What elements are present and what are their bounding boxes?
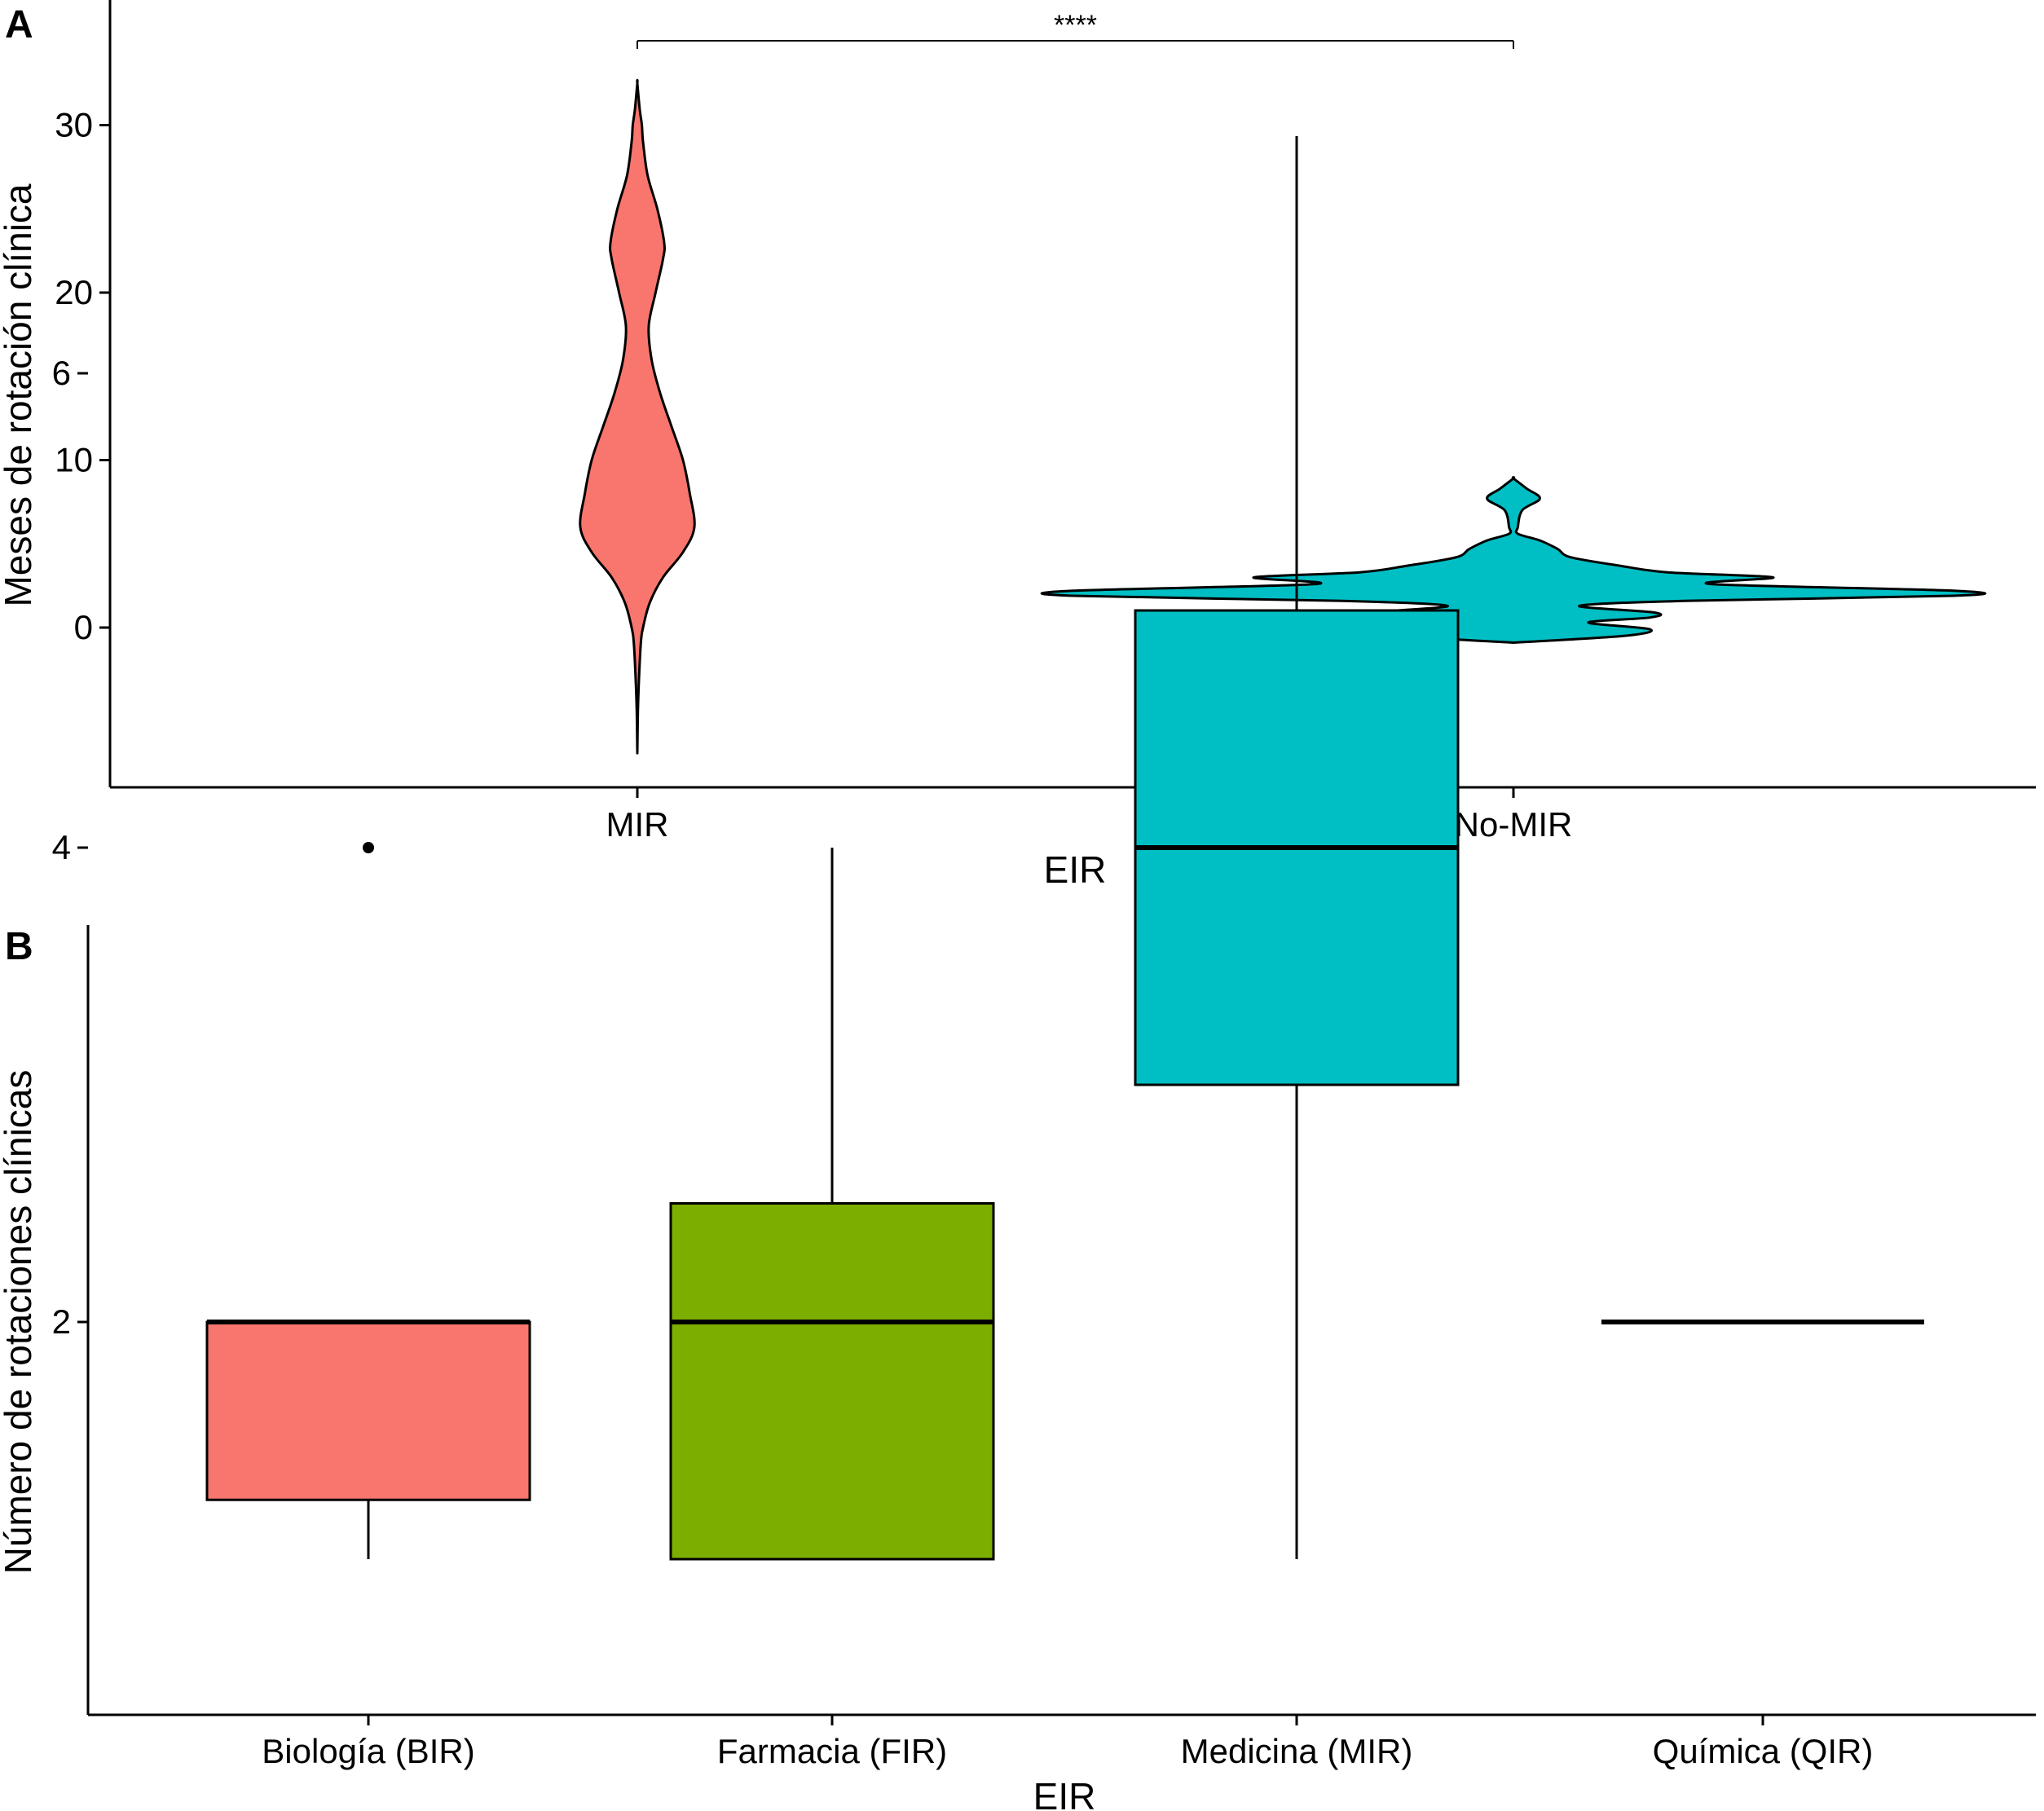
panel-a-y-title: Meses de rotación clínica — [0, 183, 39, 606]
y-tick-label: 6 — [52, 354, 71, 392]
panel-a: A 0 10 20 30 MIR No-MIR **** EIR Meses de ro… — [0, 0, 2036, 891]
outlier-point — [363, 842, 374, 853]
significance-label: **** — [1054, 10, 1097, 41]
x-tick-label-biolog-a-bir: Biología (BIR) — [262, 1732, 474, 1770]
y-tick-label: 30 — [55, 106, 93, 144]
violin-no-mir — [1040, 476, 1987, 644]
panel-b-x-title: EIR — [1033, 1775, 1096, 1811]
box-biolog-a-bir — [205, 842, 531, 1559]
panel-a-x-ticks: MIR No-MIR — [606, 787, 1573, 844]
y-tick-label: 0 — [74, 608, 93, 646]
violin-mir — [579, 78, 696, 755]
y-tick-label: 10 — [55, 441, 93, 479]
x-tick-label-no-mir: No-MIR — [1455, 805, 1573, 844]
panel-b-y-ticks: 2 4 6 — [52, 354, 88, 1341]
panel-b-y-title: Número de rotaciones clínicas — [0, 1070, 39, 1575]
significance-bracket: **** — [637, 10, 1514, 49]
x-tick-label-farmacia-fir: Farmacia (FIR) — [717, 1732, 947, 1770]
iqr-box — [205, 1320, 531, 1501]
y-tick-label: 20 — [55, 273, 93, 311]
panel-b-x-ticks: Biología (BIR) Farmacia (FIR) Medicina (MI… — [262, 1715, 1873, 1770]
y-tick-label: 4 — [52, 828, 71, 866]
panel-a-violins — [579, 78, 1987, 755]
x-tick-label-qu-mica-qir: Química (QIR) — [1653, 1732, 1874, 1770]
box-medicina-mir — [1134, 136, 1460, 1559]
x-tick-label-mir: MIR — [606, 805, 669, 844]
panel-a-label: A — [5, 3, 33, 46]
panel-a-y-ticks: 0 10 20 30 — [55, 106, 110, 646]
y-tick-label: 2 — [52, 1302, 71, 1341]
panel-b-boxes — [205, 136, 1924, 1561]
panel-a-x-title: EIR — [1044, 848, 1107, 891]
panel-b-label: B — [5, 925, 33, 968]
panel-b: B 2 4 6 Biología (BIR) Farmacia (FIR) Medici… — [0, 136, 2036, 1811]
iqr-box — [669, 1202, 995, 1561]
box-farmacia-fir — [669, 848, 995, 1561]
x-tick-label-medicina-mir: Medicina (MIR) — [1181, 1732, 1413, 1770]
